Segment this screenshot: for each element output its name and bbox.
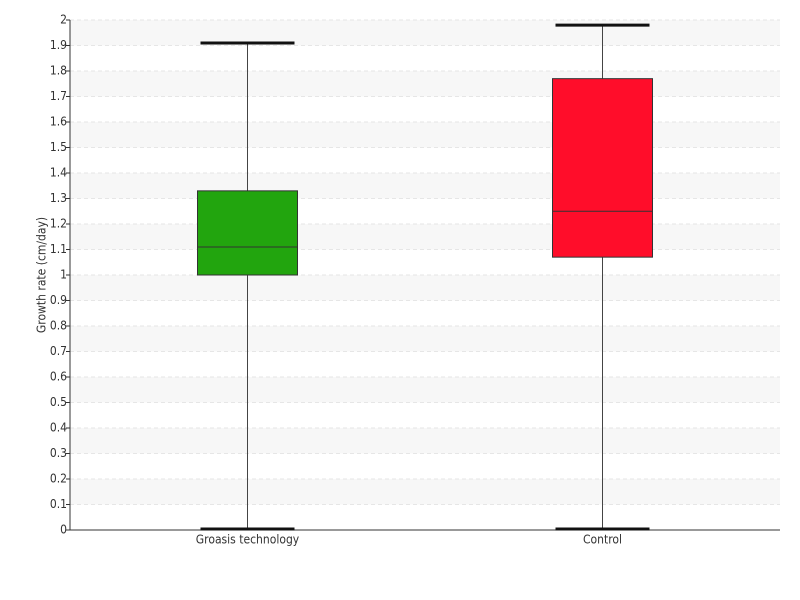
y-tick-label: 1.6	[50, 115, 67, 129]
grid-band	[70, 479, 780, 505]
grid-band	[70, 224, 780, 250]
box	[197, 190, 298, 276]
box	[552, 78, 653, 258]
grid-band	[70, 173, 780, 199]
x-tick-label: Groasis technology	[196, 533, 300, 547]
y-tick-label: 0.2	[50, 472, 67, 486]
grid-band	[70, 122, 780, 148]
y-tick-label: 0.9	[50, 293, 67, 307]
grid-band	[70, 20, 780, 46]
y-tick-label: 1.2	[50, 217, 67, 231]
y-tick-label: 1.8	[50, 64, 67, 78]
y-tick-label: 1.9	[50, 38, 67, 52]
x-tick-label: Control	[583, 533, 622, 547]
y-tick-label: 0.1	[50, 497, 67, 511]
y-tick-label: 1.5	[50, 140, 67, 154]
grid-band	[70, 275, 780, 301]
y-tick-label: 0.8	[50, 319, 67, 333]
y-tick-label: 2	[60, 13, 67, 27]
y-tick-label: 0.3	[50, 446, 67, 460]
y-tick-label: 1.7	[50, 89, 67, 103]
y-tick-label: 1.4	[50, 166, 67, 180]
y-tick-label: 0	[60, 523, 67, 537]
y-tick-label: 1	[60, 268, 67, 282]
y-tick-label: 0.6	[50, 370, 67, 384]
y-tick-label: 1.3	[50, 191, 67, 205]
y-tick-label: 0.7	[50, 344, 67, 358]
y-tick-label: 0.5	[50, 395, 67, 409]
y-tick-label: 0.4	[50, 421, 67, 435]
grid-band	[70, 377, 780, 403]
grid-band	[70, 428, 780, 454]
y-tick-label: 1.1	[50, 242, 67, 256]
grid-band	[70, 71, 780, 97]
y-axis-label: Growth rate (cm/day)	[35, 217, 49, 333]
grid-band	[70, 326, 780, 352]
